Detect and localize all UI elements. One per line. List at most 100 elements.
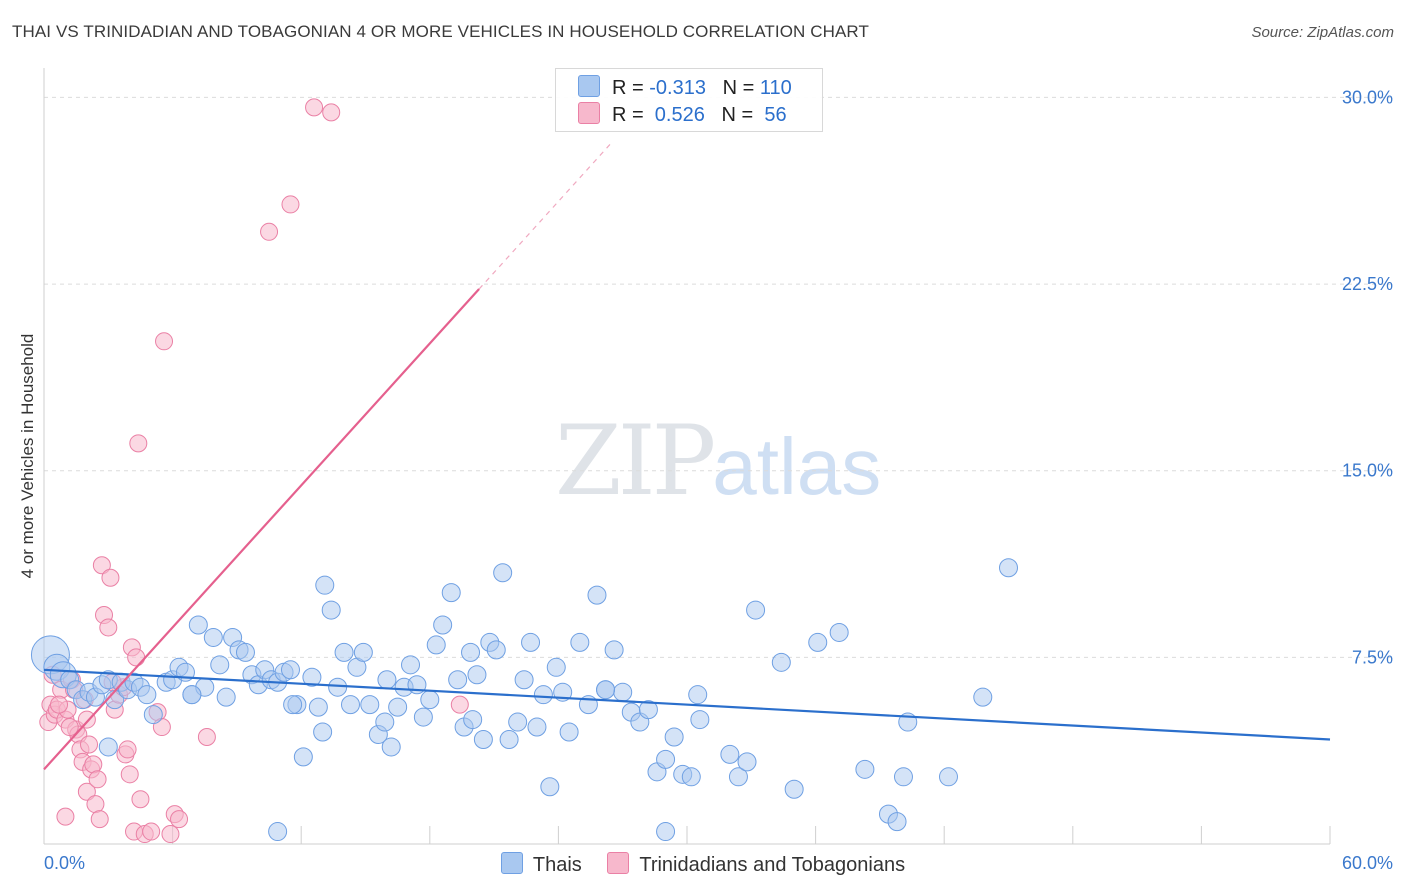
- x-tick-label: 60.0%: [1342, 853, 1393, 873]
- trini-point: [118, 740, 137, 759]
- trini-point: [155, 332, 174, 351]
- legend-item-trinidadians: Trinidadians and Tobagonians: [607, 852, 905, 877]
- thai-point: [401, 655, 421, 675]
- trini-point: [142, 822, 161, 841]
- thai-point: [448, 670, 468, 690]
- trini-trend-extension: [478, 141, 613, 290]
- thai-point: [375, 712, 395, 732]
- thai-point: [737, 752, 757, 772]
- thai-point: [493, 563, 513, 583]
- chart-title: THAI VS TRINIDADIAN AND TOBAGONIAN 4 OR …: [12, 22, 869, 41]
- thai-point: [353, 642, 373, 662]
- trini-point: [129, 434, 148, 453]
- thai-point: [546, 657, 566, 677]
- thai-point: [613, 682, 633, 702]
- thai-point: [540, 777, 560, 797]
- trini-point: [322, 103, 341, 122]
- thai-point: [235, 642, 255, 662]
- thai-point: [334, 642, 354, 662]
- trini-point: [90, 810, 109, 829]
- thai-point: [887, 812, 907, 832]
- thai-points: [30, 558, 1018, 842]
- trini-point: [101, 568, 120, 587]
- legend-swatch-trini: [578, 102, 600, 124]
- y-tick-label: 22.5%: [1342, 274, 1393, 294]
- thai-point: [771, 652, 791, 672]
- trini-point: [92, 556, 111, 575]
- thai-point: [268, 822, 288, 842]
- thai-point: [280, 660, 300, 680]
- thai-point: [570, 632, 590, 652]
- legend-item-thais: Thais: [500, 852, 582, 877]
- trini-point: [120, 765, 139, 784]
- x-tick-label: 0.0%: [44, 853, 85, 873]
- trini-point: [80, 735, 99, 754]
- trini-trend-line: [43, 288, 480, 771]
- thai-point: [527, 717, 547, 737]
- thai-point: [381, 737, 401, 757]
- trini-point: [88, 770, 107, 789]
- legend-swatch-thai: [578, 75, 600, 97]
- thai-point: [784, 779, 804, 799]
- legend-row-thai: R = -0.313 N = 110: [578, 75, 792, 101]
- thai-point: [999, 558, 1018, 578]
- source-label: Source: ZipAtlas.com: [1251, 24, 1394, 41]
- y-tick-label: 30.0%: [1342, 87, 1393, 107]
- trini-point: [77, 782, 96, 801]
- thai-point: [283, 695, 303, 715]
- correlation-legend: R = -0.313 N = 110 R = 0.526 N = 56: [555, 68, 823, 132]
- thai-point: [441, 583, 461, 603]
- thai-point: [210, 655, 230, 675]
- thai-point: [681, 767, 701, 787]
- thai-point: [216, 687, 236, 707]
- trini-point: [60, 718, 79, 737]
- thai-point: [893, 767, 913, 787]
- y-tick-label: 15.0%: [1342, 461, 1393, 481]
- thai-trend-line: [43, 668, 1331, 741]
- trini-point: [86, 795, 105, 814]
- thai-point: [426, 635, 446, 655]
- gridlines: [44, 96, 1392, 658]
- thai-point: [746, 600, 766, 620]
- thai-point: [473, 729, 493, 749]
- trini-point: [197, 727, 216, 746]
- trini-point: [84, 755, 103, 774]
- thai-point: [340, 695, 360, 715]
- thai-point: [656, 749, 676, 769]
- trini-point: [99, 618, 118, 637]
- trini-point: [161, 825, 180, 844]
- trini-point: [450, 695, 469, 714]
- thai-point: [313, 722, 333, 742]
- thai-point: [486, 640, 506, 660]
- thai-point: [413, 707, 433, 727]
- thai-point: [521, 632, 541, 652]
- thai-point: [855, 759, 875, 779]
- thai-point: [308, 697, 328, 717]
- trini-point: [260, 222, 279, 241]
- thai-point: [388, 697, 408, 717]
- trini-point: [50, 695, 69, 714]
- thai-point: [203, 627, 223, 647]
- thai-point: [182, 685, 202, 705]
- thai-point: [808, 632, 828, 652]
- trini-point: [305, 98, 324, 117]
- trini-point: [127, 648, 146, 667]
- thai-point: [463, 710, 483, 730]
- thai-point: [420, 690, 440, 710]
- thai-point: [293, 747, 313, 767]
- thai-point: [559, 722, 579, 742]
- thai-point: [533, 685, 553, 705]
- thai-point: [720, 744, 740, 764]
- thai-point: [461, 642, 481, 662]
- thai-point: [508, 712, 528, 732]
- thai-point: [137, 685, 157, 705]
- series-legend: Thais Trinidadians and Tobagonians: [0, 852, 1406, 877]
- thai-point: [188, 615, 208, 635]
- thai-point: [328, 677, 348, 697]
- thai-point: [321, 600, 341, 620]
- thai-point: [656, 822, 676, 842]
- thai-point: [98, 737, 118, 757]
- trini-point: [170, 810, 189, 829]
- y-tick-label: 7.5%: [1352, 647, 1393, 667]
